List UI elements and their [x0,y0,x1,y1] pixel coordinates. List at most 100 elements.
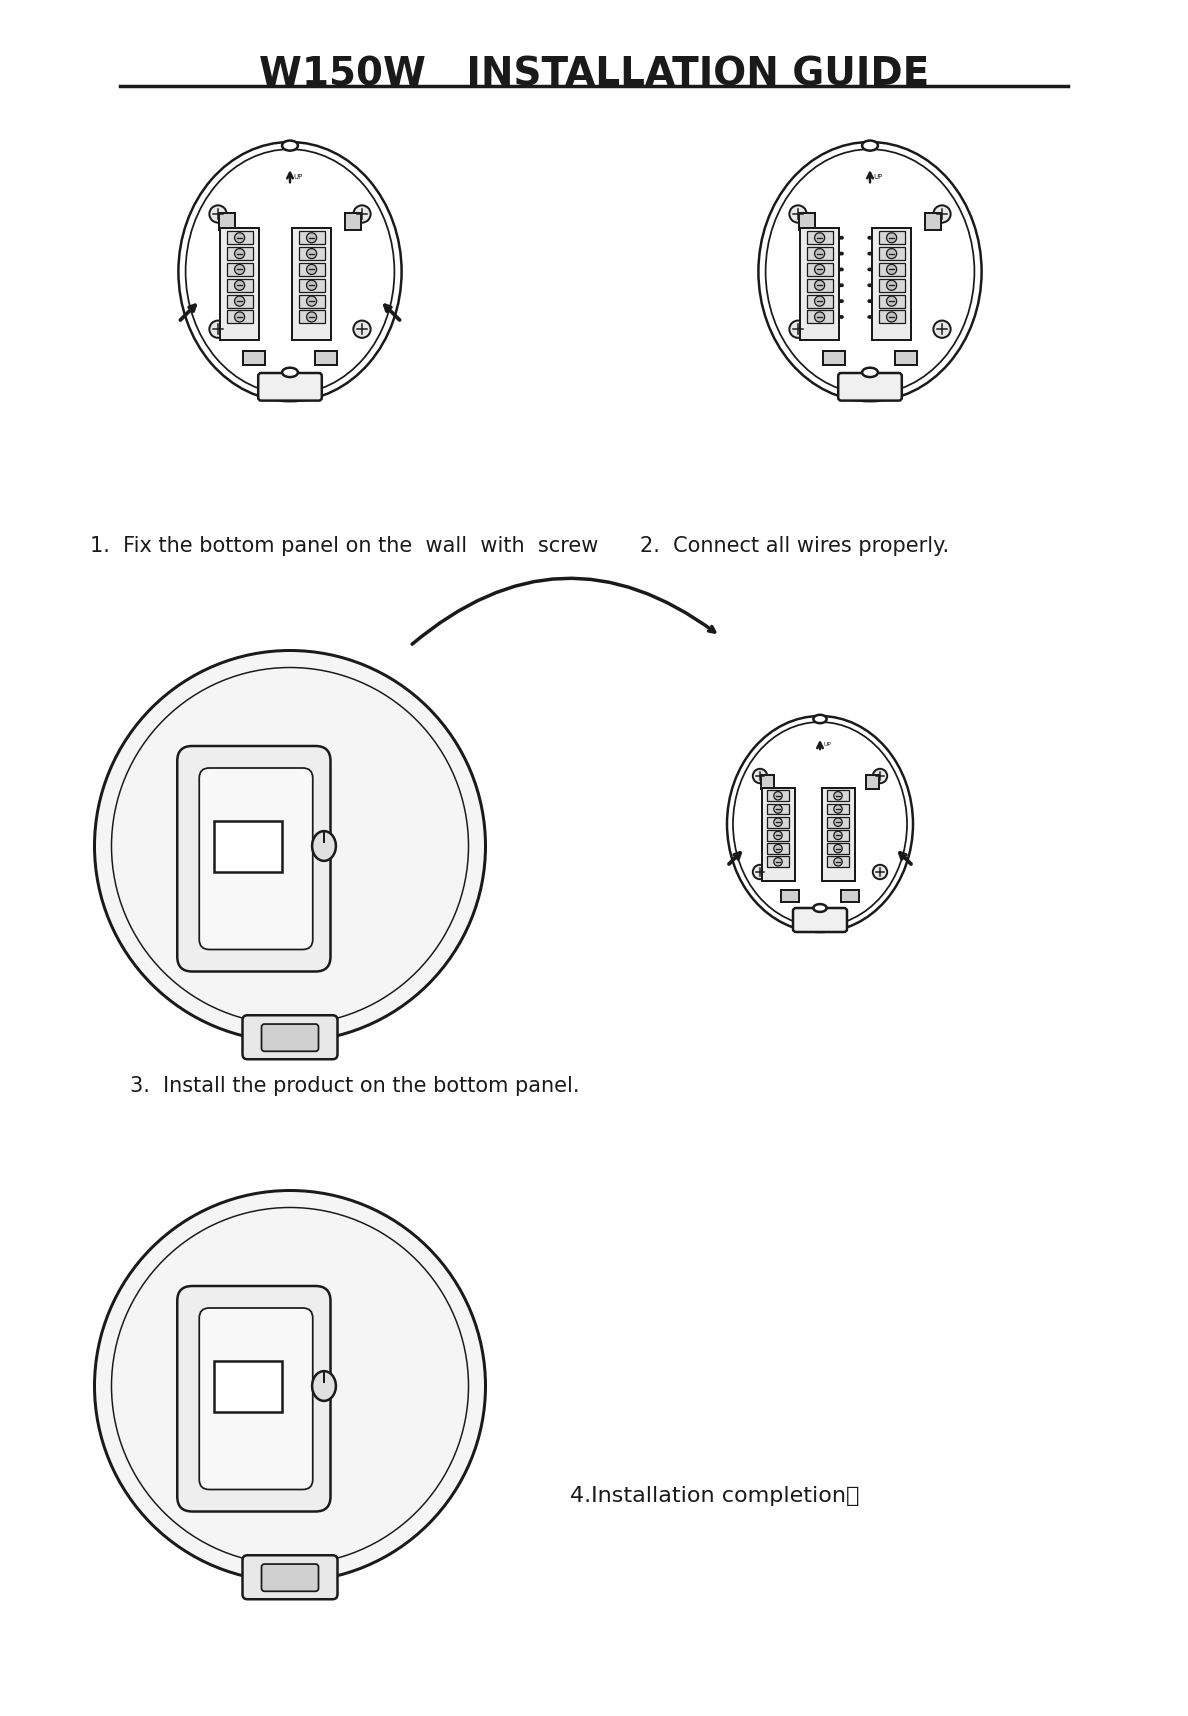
Circle shape [773,819,782,827]
FancyBboxPatch shape [242,1016,337,1059]
Bar [345,213,361,230]
FancyBboxPatch shape [177,1285,330,1512]
FancyBboxPatch shape [177,746,330,971]
Bar [841,891,859,903]
Bar [896,350,917,366]
Bar [827,817,848,827]
Circle shape [307,297,317,305]
Bar [214,820,282,872]
FancyBboxPatch shape [242,1555,337,1599]
Bar [827,803,848,815]
Bar [827,843,848,855]
Circle shape [873,865,887,879]
Circle shape [234,312,245,323]
Bar [879,311,904,323]
Circle shape [886,249,897,259]
Ellipse shape [312,1371,336,1400]
Circle shape [353,321,371,338]
Circle shape [307,280,317,290]
Circle shape [353,206,371,223]
Circle shape [234,264,245,275]
Circle shape [234,249,245,259]
Bar [827,791,848,801]
Bar [821,788,854,880]
Bar [807,263,833,276]
Circle shape [753,769,767,782]
Ellipse shape [282,367,298,378]
Bar [807,295,833,307]
Circle shape [815,233,824,242]
Circle shape [834,819,842,827]
Bar [298,295,324,307]
Bar [227,295,253,307]
Circle shape [886,233,897,242]
Bar [762,776,775,789]
Text: 3.  Install the product on the bottom panel.: 3. Install the product on the bottom pan… [129,1076,580,1097]
Bar [227,311,253,323]
Bar [879,263,904,276]
Bar [879,232,904,244]
Bar [298,263,324,276]
Bar [866,776,879,789]
Bar [227,278,253,292]
Circle shape [773,791,782,800]
Bar [823,350,845,366]
Bar [762,788,795,880]
Bar [767,817,789,827]
Circle shape [886,280,897,290]
Bar [298,232,324,244]
Bar [807,232,833,244]
Text: UP: UP [823,743,830,746]
Circle shape [886,312,897,323]
Bar [227,232,253,244]
Bar [298,247,324,261]
Circle shape [209,321,227,338]
Circle shape [773,844,782,853]
Circle shape [209,206,227,223]
Bar [227,247,253,261]
Bar [244,350,265,366]
Circle shape [95,1191,486,1582]
Circle shape [815,312,824,323]
Circle shape [834,844,842,853]
Text: UP: UP [873,173,883,180]
Bar [767,843,789,855]
Circle shape [834,831,842,839]
Circle shape [773,858,782,867]
FancyBboxPatch shape [200,769,312,949]
Circle shape [934,206,950,223]
Bar [879,247,904,261]
Bar [807,247,833,261]
Bar [807,311,833,323]
Circle shape [834,858,842,867]
Circle shape [789,206,807,223]
Circle shape [934,321,950,338]
Circle shape [95,650,486,1042]
Circle shape [873,769,887,782]
Bar [827,856,848,867]
Circle shape [834,805,842,813]
Bar [315,350,337,366]
Bar [800,228,840,340]
Bar [767,803,789,815]
Text: 1.  Fix the bottom panel on the  wall  with  screw: 1. Fix the bottom panel on the wall with… [90,535,599,556]
FancyBboxPatch shape [258,372,322,400]
Bar [220,213,235,230]
Circle shape [234,280,245,290]
Bar [807,278,833,292]
Text: UP: UP [293,173,303,180]
FancyBboxPatch shape [839,372,902,400]
Ellipse shape [814,904,827,911]
Circle shape [834,791,842,800]
Circle shape [773,805,782,813]
Bar [800,213,815,230]
Text: W150W   INSTALLATION GUIDE: W150W INSTALLATION GUIDE [259,57,929,94]
Text: 2.  Connect all wires properly.: 2. Connect all wires properly. [640,535,949,556]
Bar [298,278,324,292]
Circle shape [886,297,897,305]
Circle shape [234,233,245,242]
Circle shape [307,264,317,275]
Bar [879,278,904,292]
Circle shape [815,249,824,259]
Bar [214,1361,282,1412]
